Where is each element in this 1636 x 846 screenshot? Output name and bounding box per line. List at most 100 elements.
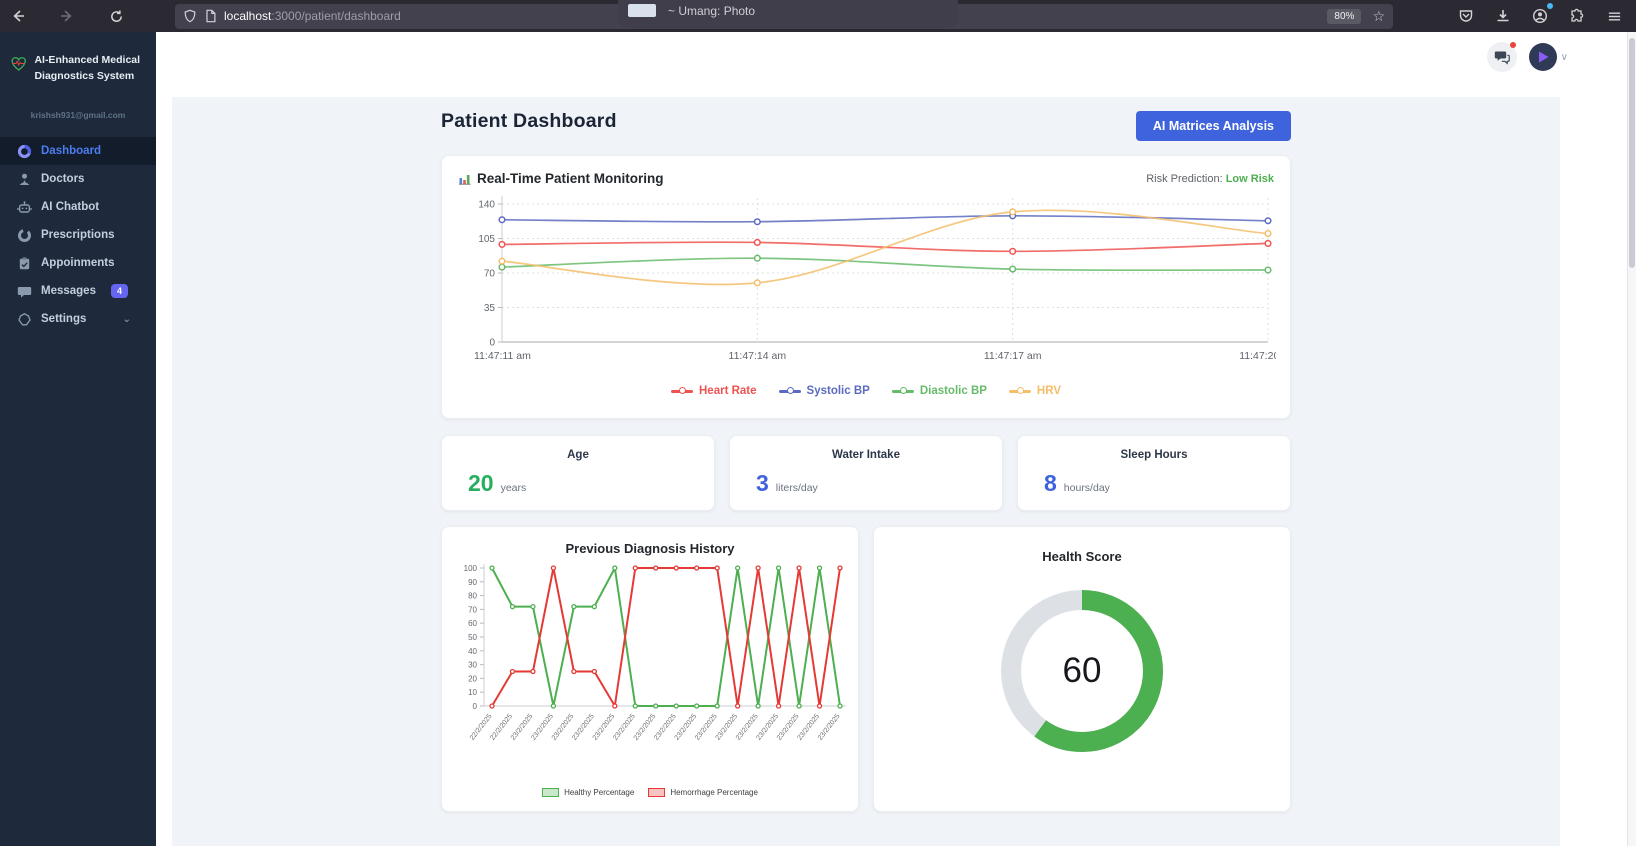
sidebar-item-doctors[interactable]: Doctors [0, 165, 156, 193]
risk-prediction: Risk Prediction: Low Risk [1146, 173, 1274, 185]
shield-icon [183, 9, 197, 23]
svg-text:10: 10 [468, 688, 477, 697]
pocket-button[interactable] [1454, 4, 1478, 28]
monitoring-title: Real-Time Patient Monitoring [477, 171, 664, 186]
svg-text:11:47:20 am: 11:47:20 am [1239, 350, 1276, 362]
chat-bubble-icon [17, 284, 32, 299]
sidebar-item-prescriptions[interactable]: Prescriptions [0, 221, 156, 249]
sidebar-item-label: Messages [41, 285, 96, 297]
stat-title: Sleep Hours [1018, 449, 1290, 461]
prescriptions-donut-icon [17, 228, 32, 243]
health-score-card: Health Score 60 [873, 526, 1291, 812]
svg-text:50: 50 [468, 633, 477, 642]
svg-text:11:47:11 am: 11:47:11 am [474, 350, 531, 362]
svg-text:30: 30 [468, 661, 477, 670]
sidebar-item-appointments[interactable]: Appoinments [0, 249, 156, 277]
systolic-marker-icon [779, 390, 801, 393]
sidebar-item-label: Dashboard [41, 145, 101, 157]
sidebar-item-settings[interactable]: Settings ⌄ [0, 305, 156, 333]
messages-count-badge: 4 [111, 284, 128, 298]
app-logo-heart-icon [10, 48, 27, 80]
sidebar-item-messages[interactable]: Messages 4 [0, 277, 156, 305]
svg-text:20: 20 [468, 674, 477, 683]
robot-icon [17, 200, 32, 215]
reload-button[interactable] [104, 4, 128, 28]
app-title: AI-Enhanced Medical Diagnostics System [34, 48, 148, 84]
stat-title: Age [442, 449, 714, 461]
photo-thumbnail [628, 4, 656, 17]
legend-healthy[interactable]: Healthy Percentage [542, 788, 634, 797]
healthy-swatch-icon [542, 788, 559, 797]
back-arrow-icon [10, 8, 26, 24]
sleep-hours-value: 8 [1044, 470, 1057, 497]
chat-icon [1494, 49, 1510, 65]
account-button[interactable] [1528, 4, 1552, 28]
svg-text:0: 0 [489, 338, 495, 349]
heart-rate-marker-icon [671, 390, 693, 393]
zoom-level-badge[interactable]: 80% [1327, 9, 1361, 24]
notifications-chat-button[interactable] [1487, 42, 1517, 72]
sidebar-item-label: Prescriptions [41, 229, 115, 241]
age-unit: years [501, 482, 527, 494]
chevron-down-icon: ⌄ [123, 314, 131, 325]
hemorrhage-swatch-icon [648, 788, 665, 797]
forward-button[interactable] [55, 4, 79, 28]
svg-text:140: 140 [478, 200, 495, 211]
diagnosis-line-chart: 010203040506070809010022/2/202522/2/2025… [450, 560, 854, 782]
notification-red-dot [1510, 42, 1516, 48]
pocket-icon [1458, 8, 1474, 24]
risk-value: Low Risk [1226, 173, 1274, 185]
svg-text:70: 70 [468, 605, 477, 614]
hamburger-icon [1607, 9, 1622, 24]
sleep-hours-unit: hours/day [1064, 482, 1110, 494]
forward-arrow-icon [59, 8, 75, 24]
diagnosis-history-card: Previous Diagnosis History 0102030405060… [441, 526, 859, 812]
downloads-button[interactable] [1491, 4, 1515, 28]
svg-text:11:47:14 am: 11:47:14 am [729, 350, 787, 362]
sidebar-item-label: Settings [41, 313, 86, 325]
sidebar-item-label: Appoinments [41, 257, 114, 269]
legend-hemorrhage[interactable]: Hemorrhage Percentage [648, 788, 758, 797]
dashboard-donut-icon [17, 144, 32, 159]
age-card: Age 20 years [441, 435, 715, 511]
sidebar-item-dashboard[interactable]: Dashboard [0, 137, 156, 165]
legend-systolic-bp[interactable]: Systolic BP [779, 385, 870, 397]
user-avatar[interactable] [1529, 43, 1557, 71]
realtime-monitoring-card: Real-Time Patient Monitoring Risk Predic… [441, 155, 1291, 419]
sidebar-item-ai-chatbot[interactable]: AI Chatbot [0, 193, 156, 221]
menu-button[interactable] [1602, 4, 1626, 28]
ai-matrices-analysis-button[interactable]: AI Matrices Analysis [1136, 111, 1291, 141]
bar-chart-icon [458, 172, 471, 185]
avatar-chevron-icon[interactable]: ∨ [1561, 52, 1568, 63]
browser-toolbar: localhost:3000/patient/dashboard 80% ☆ ~… [0, 0, 1636, 32]
notification-popup[interactable]: ~ Umang: Photo [618, 0, 958, 28]
legend-hrv[interactable]: HRV [1009, 385, 1061, 397]
avatar-triangle-icon [1535, 49, 1551, 65]
scrollbar-thumb[interactable] [1629, 38, 1635, 268]
legend-diastolic-bp[interactable]: Diastolic BP [892, 385, 987, 397]
svg-text:0: 0 [473, 702, 478, 711]
sidebar: AI-Enhanced Medical Diagnostics System k… [0, 32, 156, 846]
hrv-marker-icon [1009, 390, 1031, 393]
settings-gem-icon [17, 312, 32, 327]
bookmark-star-icon[interactable]: ☆ [1372, 8, 1385, 25]
age-value: 20 [468, 470, 494, 497]
svg-text:70: 70 [484, 269, 496, 280]
water-intake-value: 3 [756, 470, 769, 497]
svg-text:11:47:17 am: 11:47:17 am [984, 350, 1042, 362]
page-scrollbar[interactable] [1627, 32, 1636, 846]
clipboard-check-icon [17, 256, 32, 271]
diagnosis-history-title: Previous Diagnosis History [442, 541, 858, 556]
page-icon [204, 9, 217, 23]
popup-message: ~ Umang: Photo [668, 4, 755, 18]
download-icon [1495, 8, 1511, 24]
doctor-person-icon [17, 172, 32, 187]
svg-text:80: 80 [468, 592, 477, 601]
legend-heart-rate[interactable]: Heart Rate [671, 385, 757, 397]
vitals-line-chart: 0357010514011:47:11 am11:47:14 am11:47:1… [458, 192, 1276, 378]
water-intake-unit: liters/day [776, 482, 818, 494]
extensions-button[interactable] [1565, 4, 1589, 28]
sleep-hours-card: Sleep Hours 8 hours/day [1017, 435, 1291, 511]
account-icon [1532, 8, 1548, 24]
back-button[interactable] [6, 4, 30, 28]
